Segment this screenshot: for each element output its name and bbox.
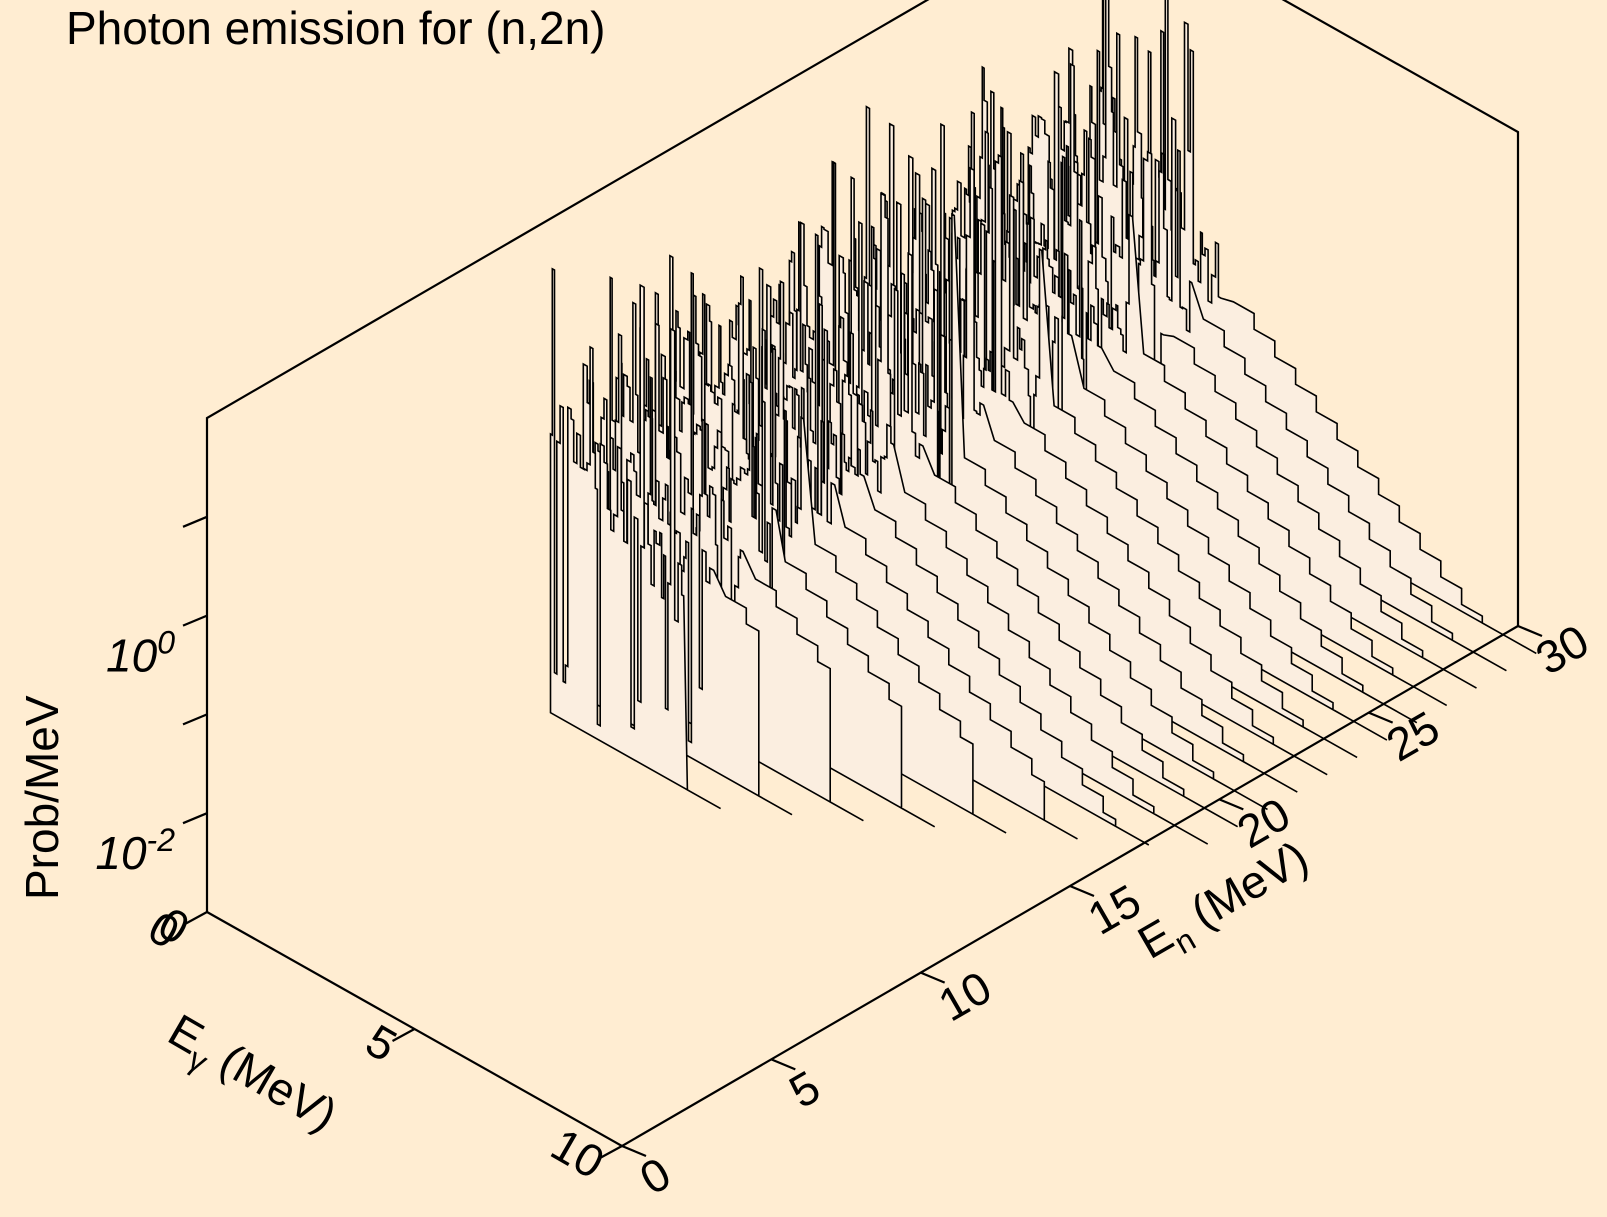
spectrum-En-11.5 — [549, 267, 721, 810]
eg-axis-label: Eγ (MeV) — [156, 1004, 346, 1149]
z-tick-label: 100 — [106, 625, 175, 682]
en-tick-mark — [1218, 798, 1244, 811]
en-tick-mark — [770, 1058, 796, 1071]
eg-tick-mark — [599, 1145, 623, 1159]
eg-tick-mark — [391, 1028, 416, 1042]
en-tick-mark — [1368, 711, 1394, 724]
en-tick-label: 0 — [631, 1147, 679, 1205]
en-axis-label: En (MeV) — [1129, 830, 1321, 976]
en-tick-label: 10 — [930, 961, 1000, 1032]
en-tick-label: 25 — [1378, 701, 1448, 772]
en-tick-label: 5 — [780, 1060, 828, 1118]
z-tick-mark — [182, 713, 208, 726]
eg-tick-label: 10 — [543, 1118, 613, 1189]
en-tick-mark — [621, 1144, 647, 1158]
z-tick-mark — [182, 812, 208, 825]
z-tick-label: 10-2 — [95, 822, 175, 879]
en-tick-mark — [1517, 624, 1543, 638]
eg-tick-mark — [184, 911, 208, 925]
z-axis-label: Prob/MeV — [16, 695, 68, 900]
chart-title: Photon emission for (n,2n) — [66, 2, 606, 54]
spectrum-En-12.5 — [579, 283, 793, 816]
eg-tick-label: 5 — [357, 1014, 405, 1072]
z-tick-mark — [182, 614, 208, 627]
en-tick-mark — [920, 971, 946, 984]
spectra-group — [549, 0, 1537, 846]
spectrum-En-25.5 — [967, 65, 1418, 724]
en-tick-label: 30 — [1527, 614, 1597, 685]
en-tick-mark — [1069, 884, 1095, 898]
z-tick-mark — [182, 515, 208, 528]
